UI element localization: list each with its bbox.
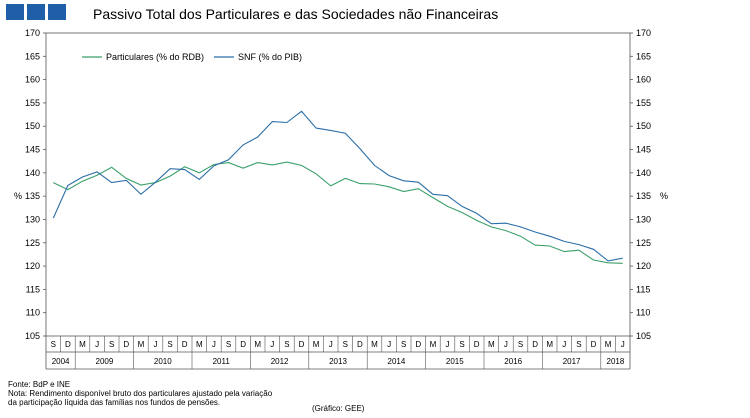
- quarter-label: S: [226, 340, 231, 349]
- year-label: 2012: [271, 357, 289, 366]
- quarter-label: M: [546, 340, 553, 349]
- quarter-label: J: [621, 340, 625, 349]
- y-tick-label-left: 120: [25, 261, 40, 271]
- quarter-label: D: [123, 340, 129, 349]
- y-tick-label-right: 160: [636, 75, 651, 85]
- quarter-label: M: [138, 340, 145, 349]
- chart-credit: (Gráfico: GEE): [312, 404, 365, 413]
- legend-particulares-label: Particulares (% do RDB): [106, 52, 204, 62]
- quarter-label: M: [79, 340, 86, 349]
- quarter-label: S: [459, 340, 464, 349]
- y-tick-label-left: 155: [25, 98, 40, 108]
- quarter-label: J: [387, 340, 391, 349]
- quarter-label: D: [65, 340, 71, 349]
- quarter-label: M: [430, 340, 437, 349]
- y-tick-label-right: 105: [636, 331, 651, 341]
- source-note: Fonte: BdP e INE: [8, 380, 71, 389]
- quarter-label: S: [576, 340, 581, 349]
- quarter-label: D: [415, 340, 421, 349]
- quarter-label: D: [532, 340, 538, 349]
- series-line-particulares: [53, 161, 623, 264]
- y-axis-label-right: %: [660, 191, 668, 201]
- y-tick-label-right: 120: [636, 261, 651, 271]
- quarter-label: J: [504, 340, 508, 349]
- year-label: 2017: [563, 357, 581, 366]
- plot-frame: [45, 32, 631, 337]
- legend-snf-label: SNF (% do PIB): [238, 52, 302, 62]
- quarter-label: D: [240, 340, 246, 349]
- quarter-label: D: [591, 340, 597, 349]
- chart-footer: Fonte: BdP e INE Nota: Rendimento dispon…: [8, 380, 272, 407]
- quarter-label: S: [109, 340, 114, 349]
- quarter-label: J: [270, 340, 274, 349]
- quarter-label: M: [254, 340, 261, 349]
- quarter-label: D: [357, 340, 363, 349]
- note-line-1: Nota: Rendimento disponível bruto dos pa…: [8, 389, 273, 398]
- quarter-label: D: [474, 340, 480, 349]
- y-tick-label-right: 165: [636, 51, 651, 61]
- quarter-label: S: [343, 340, 348, 349]
- y-tick-label-left: 160: [25, 75, 40, 85]
- quarter-label: S: [284, 340, 289, 349]
- y-tick-label-right: 170: [636, 28, 651, 38]
- y-axis-label-left: %: [14, 191, 22, 201]
- y-tick-label-right: 130: [636, 214, 651, 224]
- quarter-label: S: [167, 340, 172, 349]
- quarter-label: M: [371, 340, 378, 349]
- quarter-label: S: [518, 340, 523, 349]
- y-tick-label-right: 135: [636, 191, 651, 201]
- y-tick-label-right: 155: [636, 98, 651, 108]
- year-label: 2009: [96, 357, 114, 366]
- y-tick-label-left: 135: [25, 191, 40, 201]
- year-label: 2004: [52, 357, 70, 366]
- logo: [6, 4, 66, 20]
- quarter-label: M: [605, 340, 612, 349]
- y-tick-label-right: 150: [636, 121, 651, 131]
- y-tick-label-left: 150: [25, 121, 40, 131]
- y-tick-label-right: 115: [636, 284, 650, 294]
- y-tick-label-left: 105: [25, 331, 40, 341]
- y-tick-label-left: 125: [25, 238, 40, 248]
- logo-block: [6, 4, 24, 20]
- y-tick-label-left: 165: [25, 51, 40, 61]
- y-tick-label-left: 110: [26, 308, 40, 318]
- quarter-label: M: [313, 340, 320, 349]
- year-label: 2016: [504, 357, 522, 366]
- y-tick-label-left: 130: [25, 214, 40, 224]
- y-tick-label-right: 140: [636, 168, 651, 178]
- quarter-label: J: [562, 340, 566, 349]
- y-tick-label-right: 125: [636, 238, 651, 248]
- quarter-label: J: [446, 340, 450, 349]
- quarter-label: D: [299, 340, 305, 349]
- year-label: 2015: [446, 357, 464, 366]
- quarter-label: S: [51, 340, 56, 349]
- y-tick-label-right: 110: [636, 308, 650, 318]
- quarter-label: M: [488, 340, 495, 349]
- chart-title: Passivo Total dos Particulares e das Soc…: [93, 6, 499, 22]
- year-label: 2014: [388, 357, 406, 366]
- logo-block: [48, 4, 66, 20]
- y-tick-label-right: 145: [636, 145, 651, 155]
- year-label: 2010: [154, 357, 172, 366]
- quarter-label: M: [196, 340, 203, 349]
- logo-block: [27, 4, 45, 20]
- quarter-label: D: [182, 340, 188, 349]
- quarter-label: J: [212, 340, 216, 349]
- quarter-label: J: [154, 340, 158, 349]
- series-line-snf: [52, 110, 623, 262]
- y-tick-label-left: 170: [25, 28, 40, 38]
- quarter-label: J: [329, 340, 333, 349]
- year-label: 2013: [329, 357, 347, 366]
- y-tick-label-left: 140: [25, 168, 40, 178]
- year-label: 2018: [607, 357, 625, 366]
- y-tick-label-left: 145: [25, 145, 40, 155]
- note-line-2: da participação líquida das famílias nos…: [8, 398, 221, 407]
- year-label: 2011: [213, 357, 231, 366]
- quarter-label: J: [95, 340, 99, 349]
- quarter-label: S: [401, 340, 406, 349]
- y-tick-label-left: 115: [26, 284, 40, 294]
